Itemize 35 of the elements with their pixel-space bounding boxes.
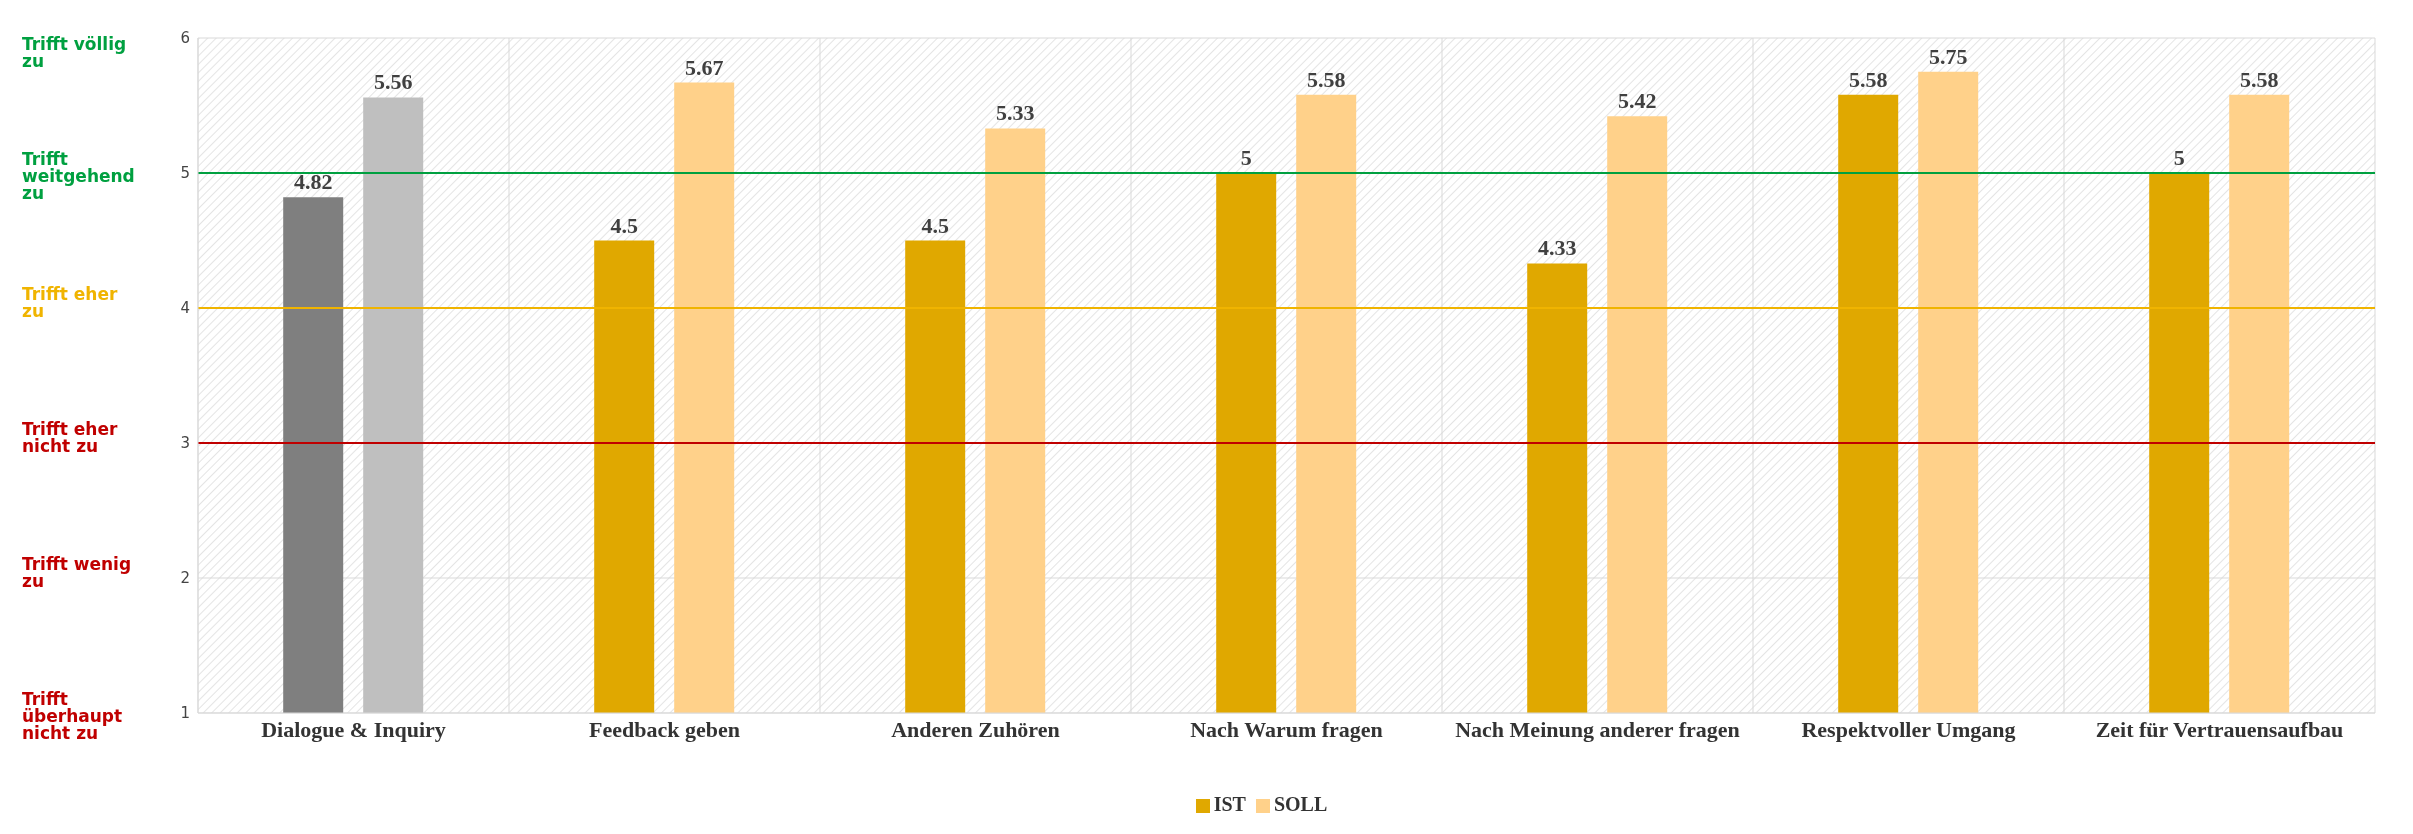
y-tick-label: 6 bbox=[180, 29, 190, 48]
data-label: 4.82 bbox=[293, 169, 333, 195]
x-tick-label: Nach Warum fragen bbox=[1190, 716, 1383, 742]
y-tick-label: 4 bbox=[180, 299, 190, 318]
text: Trifft eher nicht zu bbox=[22, 418, 118, 456]
text: Trifft überhaupt nicht zu bbox=[22, 688, 123, 743]
data-label: 5.67 bbox=[684, 54, 724, 80]
data-label: 5.56 bbox=[373, 69, 413, 95]
data-label: 4.5 bbox=[921, 212, 949, 238]
y-tick-label: 5 bbox=[180, 164, 190, 183]
text: Trifft völlig zu bbox=[22, 34, 127, 72]
x-tick-label: Nach Meinung anderer fragen bbox=[1455, 716, 1740, 742]
legend-label: SOLL bbox=[1273, 793, 1328, 815]
x-tick-label: Feedback geben bbox=[589, 716, 740, 742]
text: Trifft wenig zu bbox=[22, 553, 132, 591]
data-label: 5 bbox=[2173, 145, 2185, 170]
data-label: 5.42 bbox=[1617, 88, 1657, 114]
y-tick-label: 3 bbox=[180, 434, 190, 453]
x-tick-label: Dialogue & Inquiry bbox=[261, 716, 446, 742]
data-label: 5.58 bbox=[1306, 66, 1346, 92]
x-tick-label: Zeit für Vertrauensaufbau bbox=[2095, 716, 2344, 742]
text: Trifft eher zu bbox=[22, 283, 118, 321]
data-label: 5.58 bbox=[2239, 66, 2279, 92]
legend-label: IST bbox=[1213, 793, 1246, 815]
data-label: 4.5 bbox=[610, 212, 638, 238]
y-tick-label: 2 bbox=[180, 569, 190, 588]
data-label: 5 bbox=[1240, 145, 1252, 170]
data-label: 5.75 bbox=[1928, 43, 1968, 69]
data-label: 4.33 bbox=[1537, 235, 1577, 261]
x-tick-label: Respektvoller Umgang bbox=[1801, 716, 2016, 742]
x-tick-label: Anderen Zuhören bbox=[891, 716, 1060, 742]
text: Trifft weitgehend zu bbox=[22, 148, 135, 203]
data-label: 5.33 bbox=[995, 100, 1035, 126]
data-label: 5.58 bbox=[1848, 66, 1888, 92]
y-tick-label: 1 bbox=[180, 704, 190, 723]
